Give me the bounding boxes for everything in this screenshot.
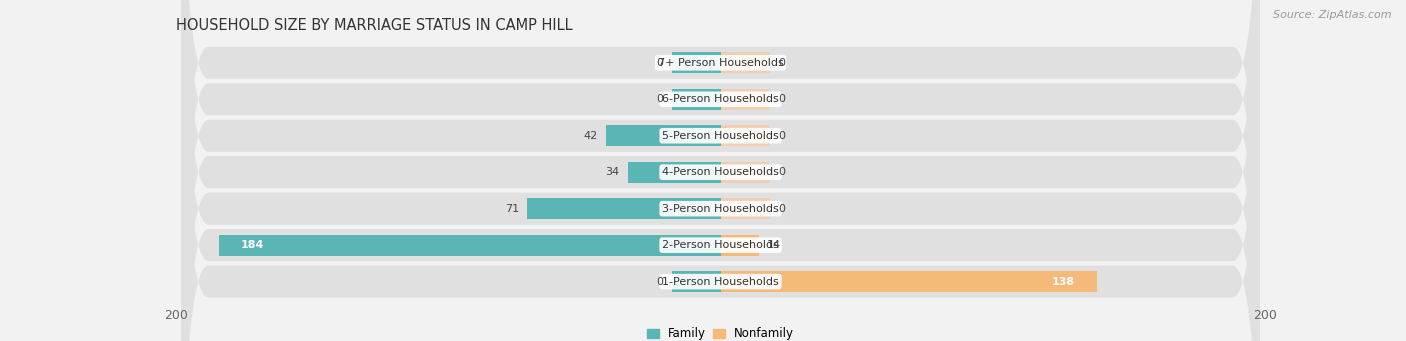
Text: 0: 0 [778,131,785,141]
Text: 138: 138 [1052,277,1074,286]
Text: 0: 0 [778,58,785,68]
Text: 0: 0 [657,58,664,68]
Text: 1-Person Households: 1-Person Households [662,277,779,286]
Text: Source: ZipAtlas.com: Source: ZipAtlas.com [1274,10,1392,20]
Text: 5-Person Households: 5-Person Households [662,131,779,141]
Text: 0: 0 [778,94,785,104]
Bar [672,89,721,110]
FancyBboxPatch shape [181,0,1260,341]
Bar [721,125,769,146]
Text: 4-Person Households: 4-Person Households [662,167,779,177]
Text: 0: 0 [657,94,664,104]
Bar [219,235,721,256]
FancyBboxPatch shape [181,0,1260,341]
Bar [527,198,721,219]
Text: 184: 184 [242,240,264,250]
FancyBboxPatch shape [181,0,1260,341]
Text: 7+ Person Households: 7+ Person Households [658,58,783,68]
Text: HOUSEHOLD SIZE BY MARRIAGE STATUS IN CAMP HILL: HOUSEHOLD SIZE BY MARRIAGE STATUS IN CAM… [176,18,572,33]
Bar [721,162,769,183]
Bar [721,52,769,73]
FancyBboxPatch shape [181,0,1260,341]
Bar [721,198,769,219]
FancyBboxPatch shape [181,0,1260,341]
Bar [721,235,759,256]
Bar [721,271,1097,292]
FancyBboxPatch shape [181,0,1260,341]
Text: 71: 71 [505,204,519,214]
Text: 14: 14 [766,240,780,250]
Bar [672,52,721,73]
Text: 0: 0 [657,277,664,286]
Text: 3-Person Households: 3-Person Households [662,204,779,214]
Text: 0: 0 [778,167,785,177]
Legend: Family, Nonfamily: Family, Nonfamily [643,322,799,341]
Bar [721,89,769,110]
Bar [672,271,721,292]
Bar [628,162,721,183]
Text: 0: 0 [778,204,785,214]
Text: 42: 42 [583,131,598,141]
Text: 34: 34 [606,167,620,177]
Text: 2-Person Households: 2-Person Households [662,240,779,250]
Bar [606,125,721,146]
FancyBboxPatch shape [181,0,1260,341]
Text: 6-Person Households: 6-Person Households [662,94,779,104]
